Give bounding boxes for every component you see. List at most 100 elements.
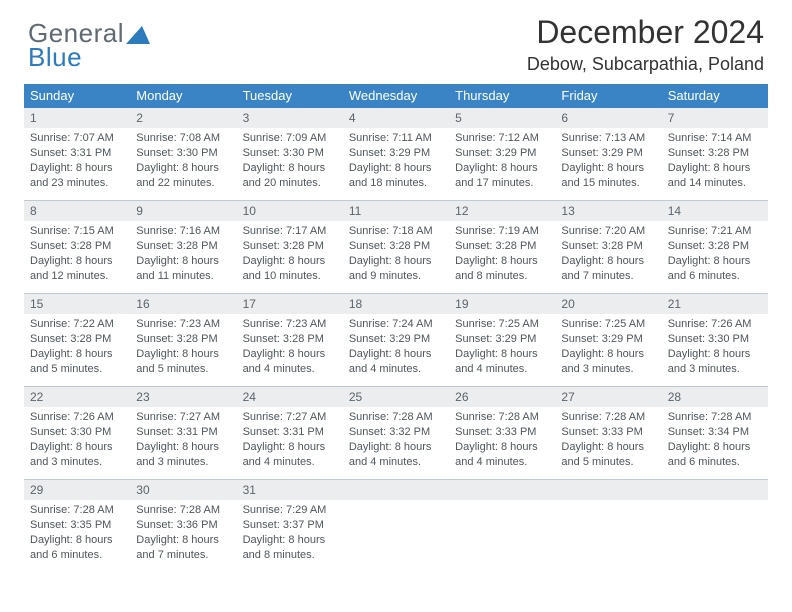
day-daylight2: and 12 minutes. [30, 269, 124, 284]
day-number: 14 [662, 201, 768, 221]
day-sunrise: Sunrise: 7:07 AM [30, 131, 124, 146]
day-daylight1: Daylight: 8 hours [349, 347, 443, 362]
day-daylight2: and 7 minutes. [561, 269, 655, 284]
day-header-thursday: Thursday [449, 84, 555, 108]
day-daylight2: and 5 minutes. [30, 362, 124, 377]
day-daylight2: and 18 minutes. [349, 176, 443, 191]
day-sunset: Sunset: 3:31 PM [136, 425, 230, 440]
day-daylight2: and 3 minutes. [30, 455, 124, 470]
day-sunrise: Sunrise: 7:24 AM [349, 317, 443, 332]
day-sunrise: Sunrise: 7:16 AM [136, 224, 230, 239]
day-number: 20 [555, 294, 661, 314]
calendar-week: 22Sunrise: 7:26 AMSunset: 3:30 PMDayligh… [24, 386, 768, 479]
day-sunrise: Sunrise: 7:28 AM [455, 410, 549, 425]
calendar-day: 3Sunrise: 7:09 AMSunset: 3:30 PMDaylight… [237, 108, 343, 200]
day-sunset: Sunset: 3:37 PM [243, 518, 337, 533]
day-daylight1: Daylight: 8 hours [455, 161, 549, 176]
day-number: 1 [24, 108, 130, 128]
day-daylight1: Daylight: 8 hours [136, 347, 230, 362]
day-details: Sunrise: 7:08 AMSunset: 3:30 PMDaylight:… [130, 128, 236, 196]
day-daylight1: Daylight: 8 hours [455, 347, 549, 362]
day-number: 16 [130, 294, 236, 314]
day-details: Sunrise: 7:28 AMSunset: 3:33 PMDaylight:… [449, 407, 555, 475]
day-daylight2: and 10 minutes. [243, 269, 337, 284]
day-number: 3 [237, 108, 343, 128]
day-sunset: Sunset: 3:29 PM [561, 146, 655, 161]
logo-text-bottom: Blue [28, 44, 124, 70]
calendar-day: 16Sunrise: 7:23 AMSunset: 3:28 PMDayligh… [130, 294, 236, 386]
calendar-day: 20Sunrise: 7:25 AMSunset: 3:29 PMDayligh… [555, 294, 661, 386]
day-details: Sunrise: 7:24 AMSunset: 3:29 PMDaylight:… [343, 314, 449, 382]
day-header-friday: Friday [555, 84, 661, 108]
day-sunset: Sunset: 3:30 PM [668, 332, 762, 347]
calendar-day: 11Sunrise: 7:18 AMSunset: 3:28 PMDayligh… [343, 201, 449, 293]
calendar-week: 1Sunrise: 7:07 AMSunset: 3:31 PMDaylight… [24, 108, 768, 200]
day-daylight1: Daylight: 8 hours [243, 161, 337, 176]
day-daylight1: Daylight: 8 hours [136, 161, 230, 176]
day-details: Sunrise: 7:28 AMSunset: 3:34 PMDaylight:… [662, 407, 768, 475]
day-number: 28 [662, 387, 768, 407]
day-daylight1: Daylight: 8 hours [243, 440, 337, 455]
day-daylight2: and 3 minutes. [668, 362, 762, 377]
day-details: Sunrise: 7:17 AMSunset: 3:28 PMDaylight:… [237, 221, 343, 289]
day-sunset: Sunset: 3:28 PM [243, 239, 337, 254]
day-number: 9 [130, 201, 236, 221]
day-sunrise: Sunrise: 7:11 AM [349, 131, 443, 146]
day-sunrise: Sunrise: 7:27 AM [136, 410, 230, 425]
calendar-header-row: Sunday Monday Tuesday Wednesday Thursday… [24, 84, 768, 108]
day-number: 2 [130, 108, 236, 128]
day-details: Sunrise: 7:29 AMSunset: 3:37 PMDaylight:… [237, 500, 343, 568]
calendar-day: 14Sunrise: 7:21 AMSunset: 3:28 PMDayligh… [662, 201, 768, 293]
day-sunset: Sunset: 3:35 PM [30, 518, 124, 533]
day-number [449, 480, 555, 500]
day-details: Sunrise: 7:13 AMSunset: 3:29 PMDaylight:… [555, 128, 661, 196]
day-sunrise: Sunrise: 7:23 AM [243, 317, 337, 332]
day-sunrise: Sunrise: 7:14 AM [668, 131, 762, 146]
day-sunrise: Sunrise: 7:28 AM [668, 410, 762, 425]
day-sunset: Sunset: 3:29 PM [349, 146, 443, 161]
day-daylight2: and 9 minutes. [349, 269, 443, 284]
day-sunset: Sunset: 3:29 PM [349, 332, 443, 347]
day-sunrise: Sunrise: 7:28 AM [349, 410, 443, 425]
day-sunset: Sunset: 3:33 PM [561, 425, 655, 440]
day-daylight1: Daylight: 8 hours [668, 161, 762, 176]
calendar-day: 29Sunrise: 7:28 AMSunset: 3:35 PMDayligh… [24, 480, 130, 572]
calendar-day [555, 480, 661, 572]
day-sunrise: Sunrise: 7:23 AM [136, 317, 230, 332]
day-daylight1: Daylight: 8 hours [455, 254, 549, 269]
day-sunset: Sunset: 3:28 PM [30, 239, 124, 254]
day-sunset: Sunset: 3:29 PM [561, 332, 655, 347]
day-daylight2: and 4 minutes. [243, 455, 337, 470]
day-header-wednesday: Wednesday [343, 84, 449, 108]
calendar-week: 8Sunrise: 7:15 AMSunset: 3:28 PMDaylight… [24, 200, 768, 293]
day-details: Sunrise: 7:20 AMSunset: 3:28 PMDaylight:… [555, 221, 661, 289]
day-sunrise: Sunrise: 7:29 AM [243, 503, 337, 518]
day-details: Sunrise: 7:27 AMSunset: 3:31 PMDaylight:… [130, 407, 236, 475]
day-daylight2: and 11 minutes. [136, 269, 230, 284]
day-daylight2: and 6 minutes. [668, 269, 762, 284]
day-sunset: Sunset: 3:28 PM [668, 239, 762, 254]
day-details: Sunrise: 7:28 AMSunset: 3:33 PMDaylight:… [555, 407, 661, 475]
day-details: Sunrise: 7:16 AMSunset: 3:28 PMDaylight:… [130, 221, 236, 289]
day-daylight2: and 15 minutes. [561, 176, 655, 191]
page-title: December 2024 [536, 14, 764, 51]
calendar-day [343, 480, 449, 572]
day-daylight1: Daylight: 8 hours [561, 440, 655, 455]
calendar-day: 30Sunrise: 7:28 AMSunset: 3:36 PMDayligh… [130, 480, 236, 572]
calendar-day: 13Sunrise: 7:20 AMSunset: 3:28 PMDayligh… [555, 201, 661, 293]
day-number: 18 [343, 294, 449, 314]
logo: General Blue [28, 20, 150, 70]
day-number: 25 [343, 387, 449, 407]
day-details: Sunrise: 7:21 AMSunset: 3:28 PMDaylight:… [662, 221, 768, 289]
day-details: Sunrise: 7:27 AMSunset: 3:31 PMDaylight:… [237, 407, 343, 475]
day-details: Sunrise: 7:23 AMSunset: 3:28 PMDaylight:… [130, 314, 236, 382]
day-number: 7 [662, 108, 768, 128]
day-daylight1: Daylight: 8 hours [455, 440, 549, 455]
day-number: 27 [555, 387, 661, 407]
day-daylight2: and 3 minutes. [136, 455, 230, 470]
calendar-day: 9Sunrise: 7:16 AMSunset: 3:28 PMDaylight… [130, 201, 236, 293]
calendar-day: 4Sunrise: 7:11 AMSunset: 3:29 PMDaylight… [343, 108, 449, 200]
day-number: 11 [343, 201, 449, 221]
day-daylight2: and 8 minutes. [455, 269, 549, 284]
day-number: 6 [555, 108, 661, 128]
